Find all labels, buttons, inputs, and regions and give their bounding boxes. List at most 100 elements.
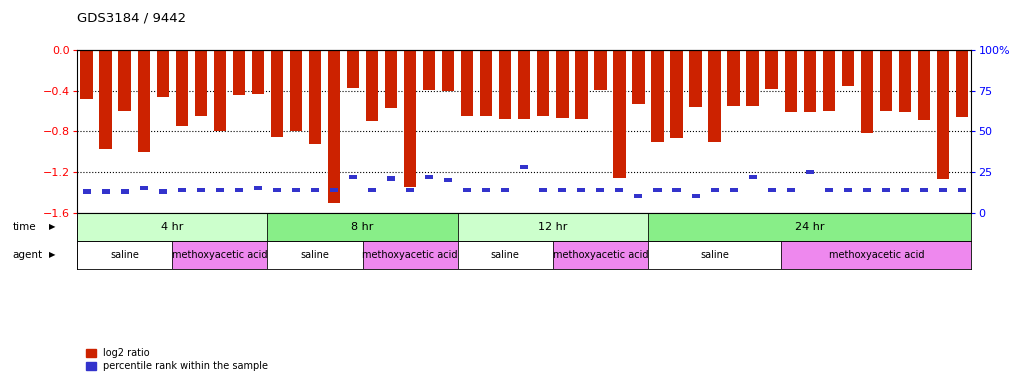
Bar <box>348 175 357 179</box>
Bar <box>728 50 740 106</box>
Bar <box>194 50 207 116</box>
Bar <box>880 50 892 111</box>
Bar <box>388 177 395 180</box>
Bar <box>444 178 452 182</box>
Text: 12 hr: 12 hr <box>538 222 567 232</box>
Bar <box>77 241 173 269</box>
Bar <box>882 188 890 192</box>
Bar <box>594 50 607 89</box>
Bar <box>614 50 626 178</box>
Text: saline: saline <box>700 250 729 260</box>
Bar <box>457 213 648 241</box>
Bar <box>766 50 778 89</box>
Bar <box>844 188 852 192</box>
Bar <box>806 170 814 174</box>
Bar <box>708 50 721 142</box>
Bar <box>423 50 435 89</box>
Bar <box>648 213 971 241</box>
Text: saline: saline <box>490 250 520 260</box>
Bar <box>330 188 338 192</box>
Bar <box>634 194 642 199</box>
Bar <box>140 186 148 190</box>
Bar <box>862 188 871 192</box>
Bar <box>958 188 966 192</box>
Bar <box>77 213 267 241</box>
Bar <box>310 188 319 192</box>
Bar <box>80 50 93 99</box>
Bar <box>178 188 186 192</box>
Bar <box>616 188 623 192</box>
Text: 8 hr: 8 hr <box>352 222 374 232</box>
Text: methoxyacetic acid: methoxyacetic acid <box>172 250 267 260</box>
Bar <box>328 50 340 202</box>
Bar <box>292 188 300 192</box>
Bar <box>768 188 776 192</box>
Bar <box>176 50 188 126</box>
Bar <box>254 186 262 190</box>
Bar <box>270 50 283 137</box>
Bar <box>499 50 512 119</box>
Bar <box>232 50 245 95</box>
Bar <box>901 188 909 192</box>
Bar <box>690 50 702 107</box>
Bar <box>480 50 492 116</box>
Bar <box>556 50 568 118</box>
Bar <box>956 50 968 117</box>
Bar <box>234 188 243 192</box>
Text: methoxyacetic acid: methoxyacetic acid <box>829 250 924 260</box>
Bar <box>196 188 205 192</box>
Bar <box>842 50 854 86</box>
Bar <box>804 50 816 112</box>
Bar <box>918 50 930 120</box>
Text: time: time <box>12 222 36 232</box>
Bar <box>363 241 457 269</box>
Bar <box>784 50 797 112</box>
Text: ▶: ▶ <box>49 250 56 259</box>
Bar <box>672 188 681 192</box>
Text: 4 hr: 4 hr <box>161 222 183 232</box>
Bar <box>158 189 167 194</box>
Text: ▶: ▶ <box>49 222 56 231</box>
Bar <box>173 241 267 269</box>
Text: 24 hr: 24 hr <box>795 222 824 232</box>
Bar <box>426 175 433 179</box>
Bar <box>404 50 416 187</box>
Bar <box>102 189 110 194</box>
Bar <box>457 241 553 269</box>
Bar <box>537 50 550 116</box>
Bar <box>214 50 226 131</box>
Bar <box>272 188 281 192</box>
Bar <box>746 50 759 106</box>
Bar <box>553 241 648 269</box>
Bar <box>406 188 414 192</box>
Text: saline: saline <box>110 250 139 260</box>
Bar <box>267 241 363 269</box>
Bar <box>216 188 224 192</box>
Bar <box>502 188 509 192</box>
Bar <box>368 188 376 192</box>
Text: saline: saline <box>300 250 329 260</box>
Bar <box>898 50 911 112</box>
Bar <box>692 194 700 199</box>
Bar <box>576 50 588 119</box>
Bar <box>596 188 604 192</box>
Legend: log2 ratio, percentile rank within the sample: log2 ratio, percentile rank within the s… <box>82 344 272 375</box>
Bar <box>464 188 471 192</box>
Bar <box>156 50 169 97</box>
Text: methoxyacetic acid: methoxyacetic acid <box>553 250 648 260</box>
Bar <box>82 189 90 194</box>
Text: agent: agent <box>12 250 42 260</box>
Bar <box>730 188 738 192</box>
Bar <box>118 50 131 111</box>
Bar <box>670 50 683 138</box>
Bar <box>540 188 547 192</box>
Bar <box>518 50 530 119</box>
Bar <box>558 188 566 192</box>
Bar <box>748 175 757 179</box>
Bar <box>654 188 661 192</box>
Bar <box>366 50 378 121</box>
Bar <box>442 50 454 91</box>
Bar <box>824 188 833 192</box>
Bar <box>138 50 150 152</box>
Bar <box>781 241 971 269</box>
